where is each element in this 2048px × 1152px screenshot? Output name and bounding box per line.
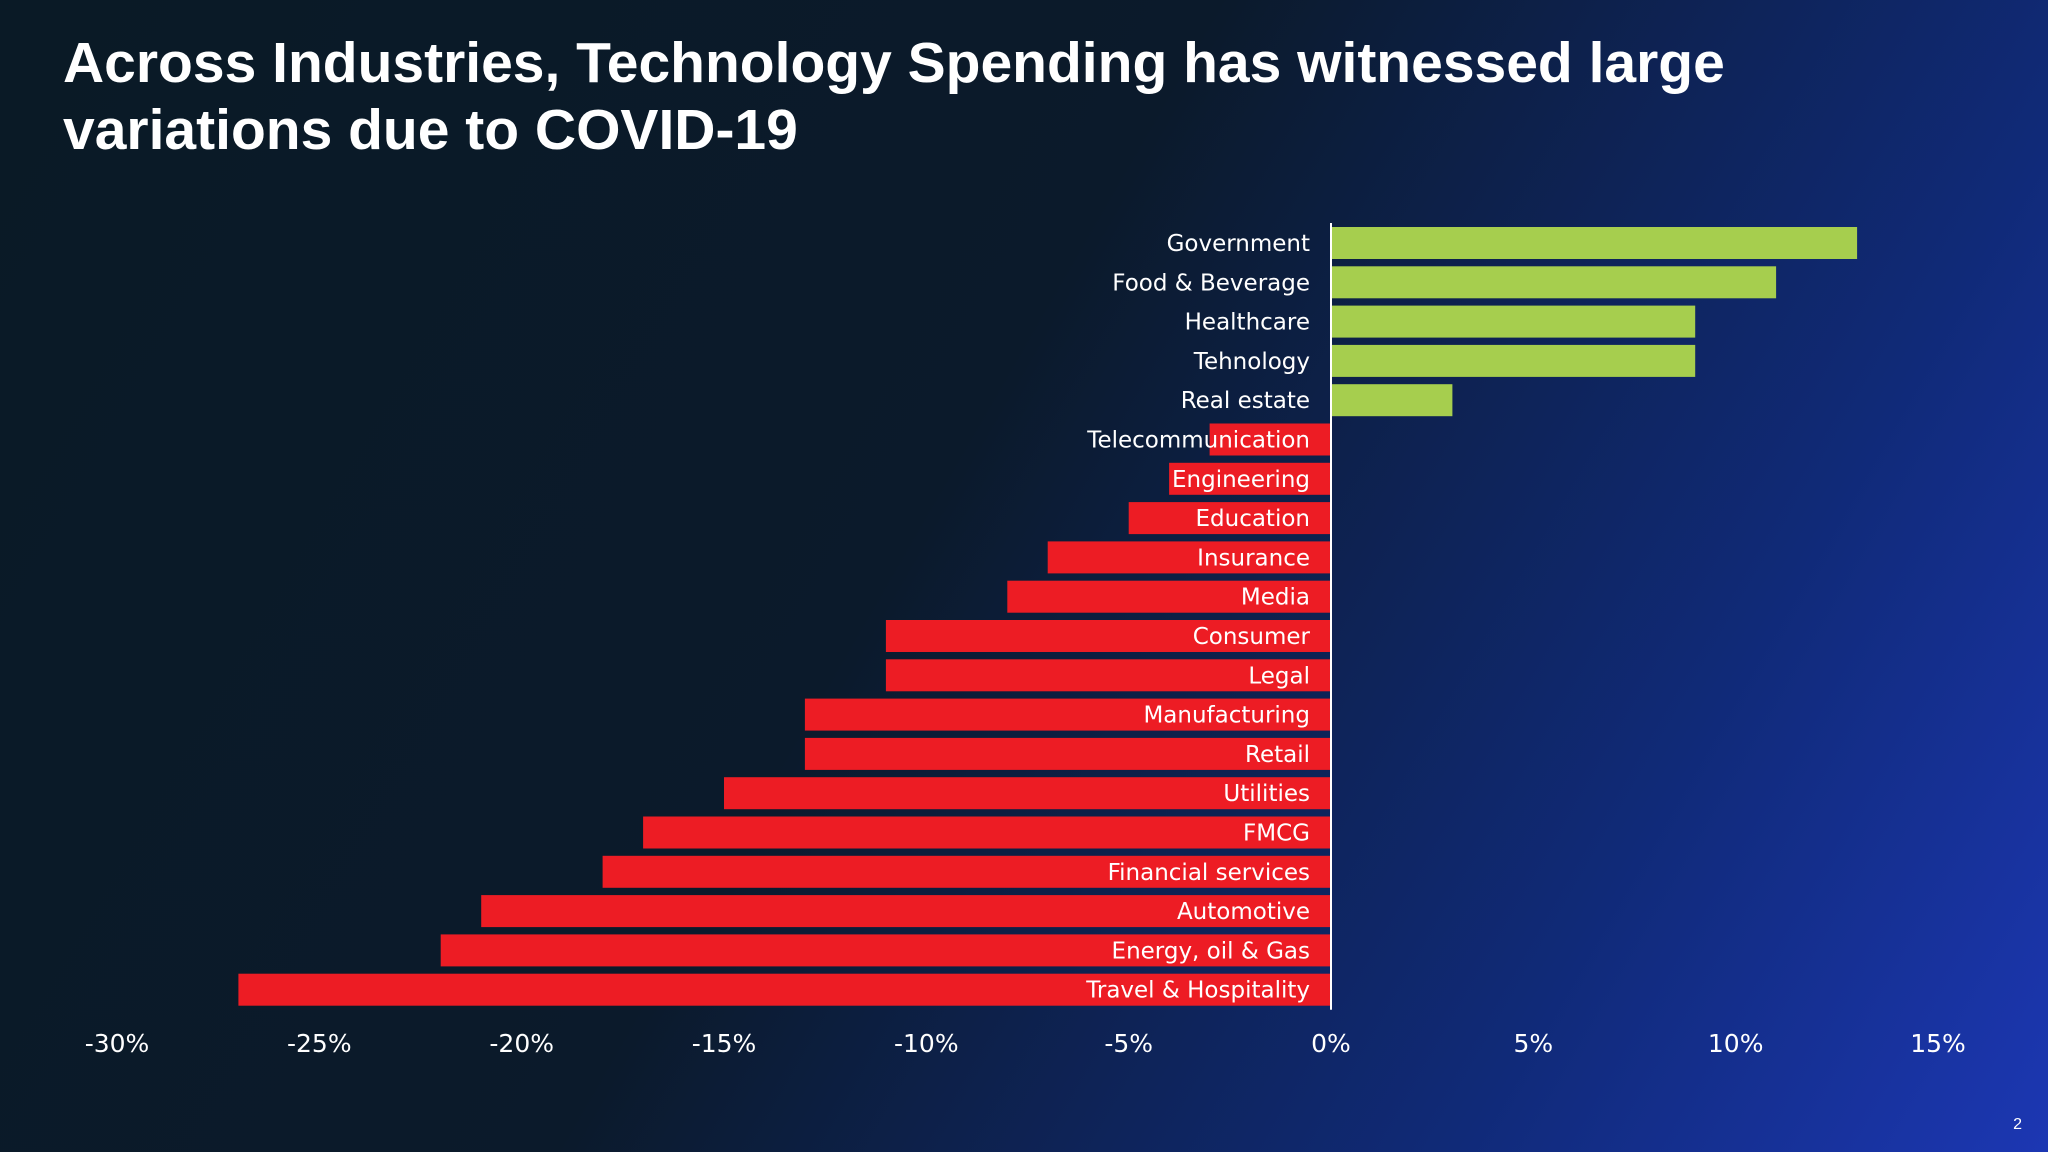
bar [804,698,1331,731]
x-tick-label: 15% [1910,1029,1966,1058]
bar [885,659,1331,692]
bar [1169,462,1331,495]
bar [1331,227,1858,259]
x-tick-label: 5% [1513,1029,1553,1058]
bar [724,777,1331,810]
category-label: Engineering [1172,467,1310,493]
bars-layer [238,227,1858,1006]
bar [440,934,1331,967]
x-axis-ticks-layer: -30% -25% -20% -15% -10% -5% 0% 5% 10% 15% [85,1029,1966,1058]
bar [1209,423,1331,456]
category-label: Manufacturing [1143,703,1310,729]
category-label: Retail [1245,742,1310,768]
x-tick-label: -20% [489,1029,554,1058]
category-labels-layer: Government Food & Beverage Healthcare Tehno… [1085,231,1310,1004]
x-tick-label: 10% [1708,1029,1764,1058]
category-label: Utilities [1223,781,1310,807]
bar [1047,541,1331,574]
category-label: Healthcare [1185,310,1310,336]
category-label: Automotive [1177,899,1310,925]
category-label: Media [1241,585,1310,611]
category-label: Tehnology [1193,349,1310,375]
category-label: Consumer [1193,624,1311,650]
bar [1331,384,1453,417]
category-label: Real estate [1181,388,1310,414]
category-label: Travel & Hospitality [1085,978,1310,1004]
bar [238,973,1331,1006]
bar [1331,266,1777,299]
category-label: Legal [1248,663,1310,689]
bar [481,895,1331,928]
category-label: Telecommunication [1086,428,1310,454]
bar [804,737,1331,770]
x-tick-label: -5% [1104,1029,1153,1058]
bar [643,816,1331,849]
x-tick-label: -15% [692,1029,757,1058]
x-tick-label: -25% [287,1029,352,1058]
category-label: Financial services [1108,860,1310,886]
x-tick-label: -30% [85,1029,150,1058]
category-label: Government [1167,231,1310,257]
bar [1331,305,1696,338]
category-label: FMCG [1243,821,1310,847]
category-label: Education [1195,506,1310,532]
category-label: Food & Beverage [1112,270,1310,296]
category-label: Insurance [1197,545,1310,571]
bar [602,855,1331,888]
bar [1128,502,1331,535]
bar [1007,580,1331,613]
category-label: Energy, oil & Gas [1112,938,1310,964]
bar [1331,344,1696,377]
x-tick-label: -10% [894,1029,959,1058]
x-tick-label: 0% [1311,1029,1351,1058]
bar [885,620,1331,652]
slide-title: Across Industries, Technology Spending h… [63,31,1725,162]
page-number: 2 [2013,1116,2022,1133]
